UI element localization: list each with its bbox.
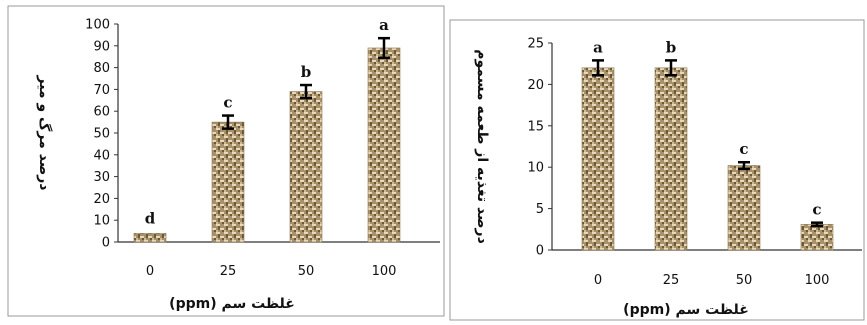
x-axis-title: غلظت سم (ppm) (169, 296, 295, 312)
error-bar (665, 59, 677, 77)
y-tick-label: 30 (93, 170, 110, 185)
y-tick-label: 60 (93, 105, 110, 120)
error-bar (378, 36, 390, 60)
y-tick-label: 40 (93, 148, 110, 163)
x-tick-label: 50 (736, 273, 753, 288)
y-tick-label: 10 (527, 161, 544, 176)
y-tick-label: 15 (527, 119, 544, 134)
significance-letter: d (145, 209, 156, 227)
x-tick-label: 0 (146, 264, 154, 279)
y-tick-label: 20 (527, 78, 544, 93)
error-bar (592, 59, 604, 77)
bar (654, 67, 688, 251)
feeding-chart-panel: 0 5 10 15 20 25 a 0 b 25 c 50 c 100 درصد تغذیه از طعمه… (448, 0, 867, 325)
significance-letter: a (593, 38, 603, 56)
significance-letter: c (812, 201, 821, 219)
y-tick-label: 25 (527, 37, 544, 52)
significance-letter: b (666, 38, 677, 56)
y-axis-title: درصد تغذیه از طعمه مسموم (474, 49, 490, 244)
y-tick-label: 70 (93, 83, 110, 98)
significance-letter: c (739, 140, 748, 158)
significance-letter: c (223, 94, 232, 112)
bar (367, 47, 401, 243)
y-tick-label: 20 (93, 192, 110, 207)
x-tick-label: 0 (594, 273, 602, 288)
mortality-chart-panel: 0 10 20 30 40 50 60 70 80 90 100 d 0 c 25 b 50 a 100 درصد م… (7, 5, 445, 317)
y-tick-label: 100 (85, 18, 110, 33)
error-bar (738, 160, 750, 171)
x-tick-label: 50 (298, 264, 315, 279)
bar (289, 91, 323, 243)
y-tick-label: 0 (102, 236, 110, 251)
x-tick-label: 25 (220, 264, 237, 279)
feeding-chart: 0 5 10 15 20 25 a 0 b 25 c 50 c 100 درصد تغذیه از طعمه… (449, 19, 865, 321)
error-bar (811, 221, 823, 228)
bar (211, 121, 245, 243)
y-tick-label: 10 (93, 214, 110, 229)
chart-frame (7, 5, 445, 317)
y-tick-label: 50 (93, 127, 110, 142)
bar (581, 67, 615, 251)
bar (727, 165, 761, 251)
bar (800, 224, 834, 251)
x-axis-title: غلظت سم (ppm) (623, 302, 749, 318)
chart-frame (449, 19, 865, 321)
x-tick-label: 25 (663, 273, 680, 288)
y-tick-label: 80 (93, 61, 110, 76)
y-tick-label: 90 (93, 39, 110, 54)
mortality-chart: 0 10 20 30 40 50 60 70 80 90 100 d 0 c 25 b 50 a 100 درصد م… (7, 5, 445, 317)
error-bar (222, 114, 234, 130)
y-axis-title: درصد مرگ و میر (36, 75, 53, 191)
y-tick-label: 5 (536, 202, 544, 217)
significance-letter: a (379, 16, 389, 34)
significance-letter: b (301, 63, 312, 81)
y-tick-label: 0 (536, 244, 544, 259)
error-bar (300, 83, 312, 100)
x-tick-label: 100 (372, 264, 397, 279)
bar (133, 232, 167, 243)
x-tick-label: 100 (805, 273, 830, 288)
